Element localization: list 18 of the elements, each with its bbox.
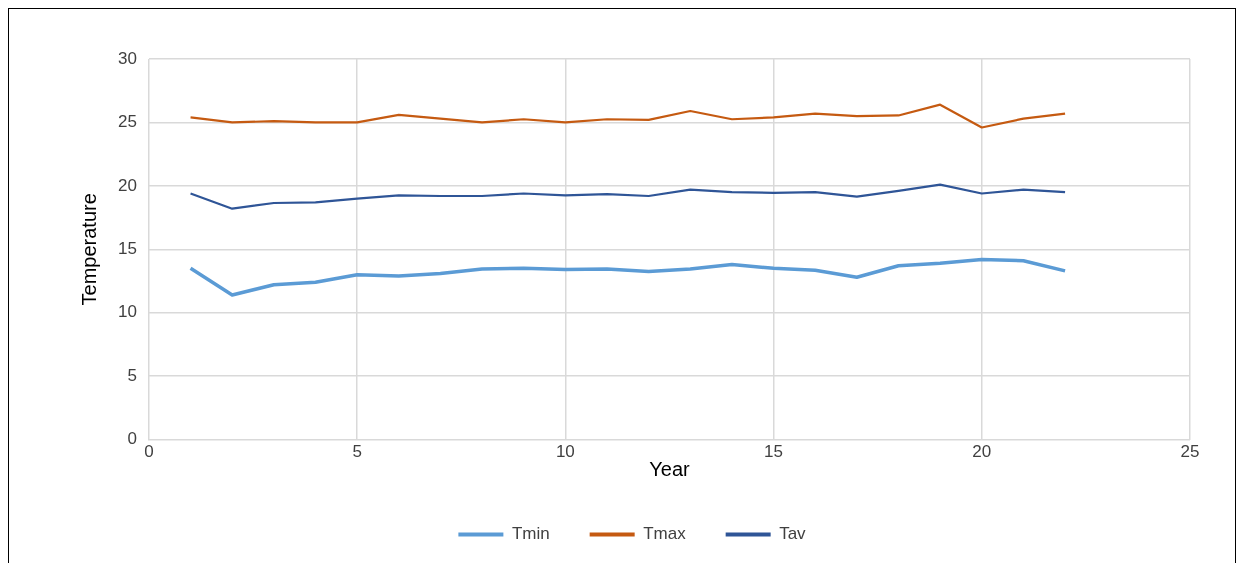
y-axis-title: Temperature [77, 193, 100, 306]
y-tick-label: 20 [117, 175, 137, 195]
y-tick-label: 10 [117, 302, 137, 322]
y-tick-label: 25 [117, 112, 137, 132]
x-tick-label: 15 [764, 442, 784, 462]
y-tick-label: 5 [127, 365, 137, 385]
x-tick-label: 10 [555, 442, 575, 462]
legend-label: Tav [779, 524, 807, 544]
x-tick-label: 25 [1180, 442, 1200, 462]
y-tick-label: 30 [117, 48, 137, 68]
legend-label: Tmin [511, 524, 550, 544]
x-tick-label: 20 [972, 442, 992, 462]
x-tick-label: 5 [352, 442, 362, 462]
x-axis-title: Year [649, 457, 690, 480]
legend-label: Tmax [643, 524, 687, 544]
y-tick-label: 15 [117, 238, 137, 258]
y-tick-label: 0 [127, 429, 137, 449]
x-tick-label: 0 [144, 442, 154, 462]
